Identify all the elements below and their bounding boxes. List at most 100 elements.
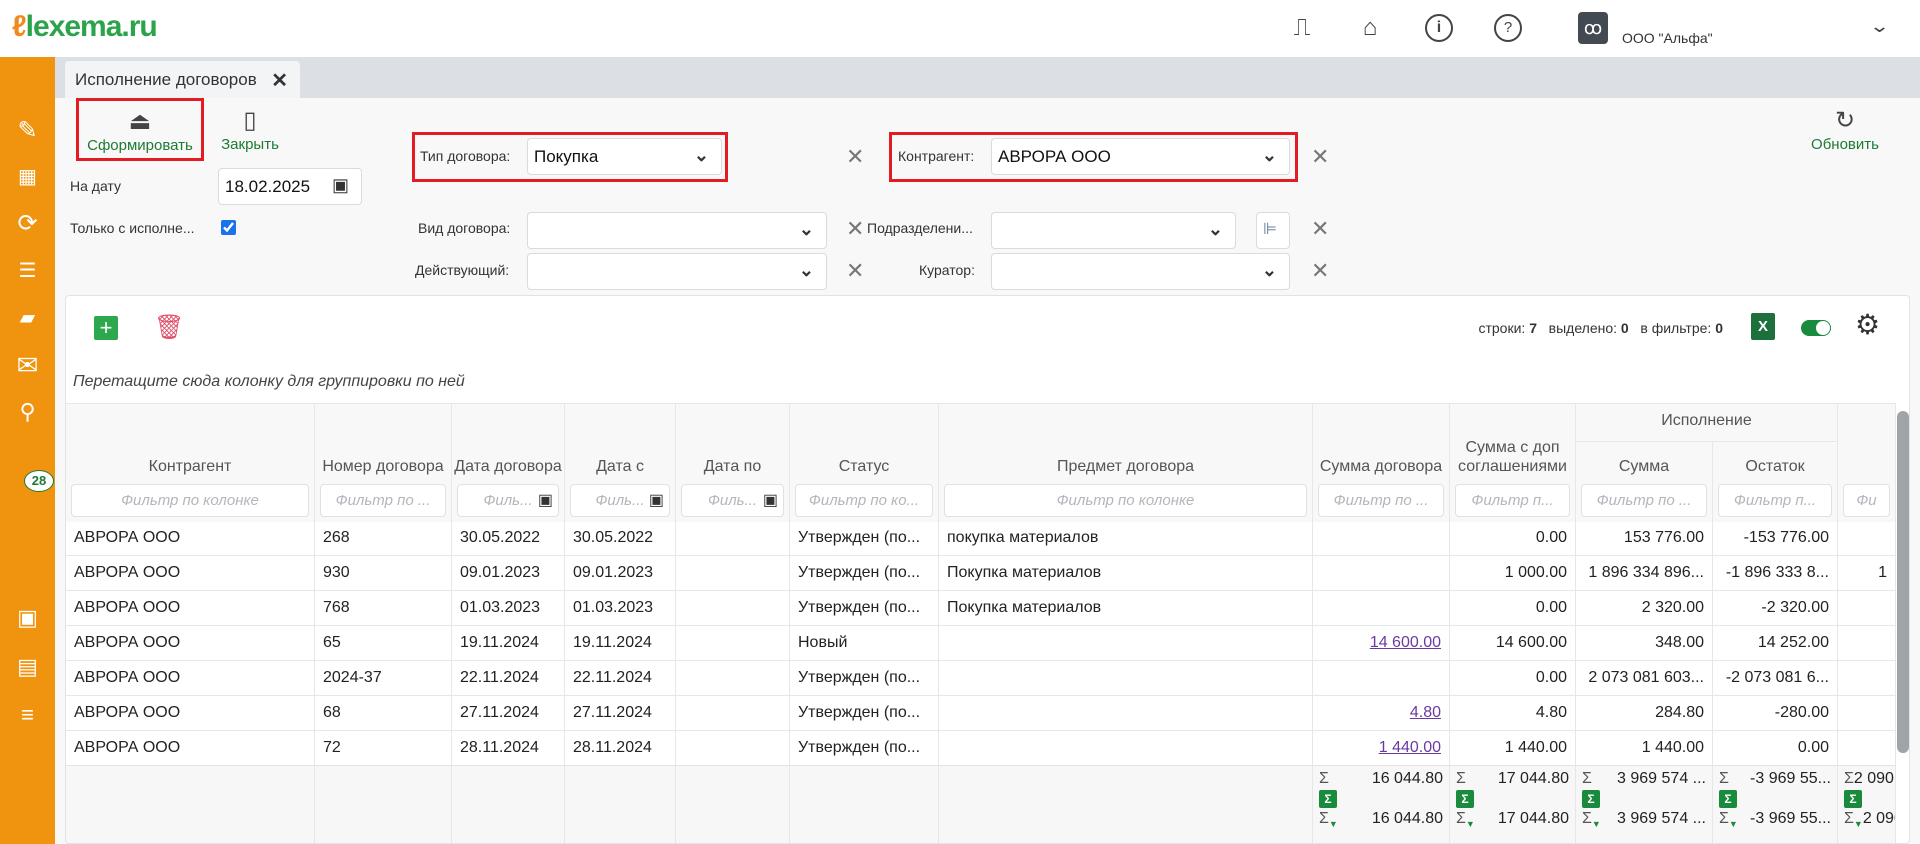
- chevron-down-icon[interactable]: ⌄: [1868, 16, 1891, 36]
- table-cell: АВРОРА ООО: [66, 731, 315, 766]
- clear-curator-icon[interactable]: ✕: [1311, 258, 1330, 283]
- qr-code-icon[interactable]: ▦: [18, 166, 37, 188]
- sigma-button-icon[interactable]: Σ: [1719, 790, 1737, 808]
- clear-contract-kind-icon[interactable]: ✕: [846, 216, 865, 241]
- folder-icon[interactable]: ▰: [19, 307, 36, 329]
- table-row[interactable]: АВРОРА ООО 65 19.11.2024 19.11.2024 Новый 14 …: [66, 626, 1896, 661]
- clear-contract-type-icon[interactable]: ✕: [846, 144, 865, 169]
- curator-select[interactable]: ⌄: [991, 253, 1290, 290]
- active-select[interactable]: ⌄: [527, 253, 827, 290]
- sync-icon[interactable]: ⟳: [17, 210, 38, 237]
- sum-toggle[interactable]: Σ: [1582, 790, 1706, 808]
- column-filter-input[interactable]: Фильтр по колонке: [944, 484, 1307, 517]
- company-name[interactable]: ООО "Альфа": [1622, 30, 1713, 46]
- logo[interactable]: ℓlexema.ru: [12, 10, 158, 43]
- sigma-button-icon[interactable]: Σ: [1844, 790, 1862, 808]
- on-date-input[interactable]: 18.02.2025 ▣: [218, 168, 362, 205]
- close-tab-icon[interactable]: ✕: [271, 70, 288, 92]
- calendar-icon[interactable]: ▣: [648, 492, 664, 509]
- table-row[interactable]: АВРОРА ООО 930 09.01.2023 09.01.2023 Утвержд…: [66, 556, 1896, 591]
- only-exec-checkbox[interactable]: [221, 220, 236, 235]
- home-icon[interactable]: ⌂: [1362, 14, 1378, 41]
- table-row[interactable]: АВРОРА ООО 2024-37 22.11.2024 22.11.2024 Утв…: [66, 661, 1896, 696]
- sigma-button-icon[interactable]: Σ: [1319, 790, 1337, 808]
- column-filter-input[interactable]: Филь... ▣: [457, 484, 559, 517]
- table-row[interactable]: АВРОРА ООО 768 01.03.2023 01.03.2023 Утвержд…: [66, 591, 1896, 626]
- column-header[interactable]: Контрагент Фильтр по колонке: [66, 404, 315, 522]
- excel-export-icon[interactable]: X: [1751, 313, 1775, 340]
- counterparty-highlight: [889, 132, 1298, 182]
- info-icon[interactable]: i: [1425, 14, 1453, 42]
- pencil-icon[interactable]: ✎: [17, 117, 38, 144]
- column-filter-input[interactable]: Фильтр по ...: [320, 484, 446, 517]
- calendar-icon[interactable]: ▣: [331, 175, 349, 195]
- sigma-icon: Σ: [1844, 770, 1854, 787]
- table-row[interactable]: АВРОРА ООО 68 27.11.2024 27.11.2024 Утвержде…: [66, 696, 1896, 731]
- column-filter-input[interactable]: Фильтр по колонке: [71, 484, 309, 517]
- calendar-icon[interactable]: ▣: [17, 605, 38, 630]
- table-row[interactable]: АВРОРА ООО 268 30.05.2022 30.05.2022 Утвержд…: [66, 521, 1896, 556]
- table-row[interactable]: АВРОРА ООО 72 28.11.2024 28.11.2024 Утвержде…: [66, 731, 1896, 766]
- column-header[interactable]: Дата с Филь... ▣: [565, 404, 676, 522]
- sigma-button-icon[interactable]: Σ: [1582, 790, 1600, 808]
- column-header[interactable]: Сумма договора Фильтр по ...: [1313, 404, 1450, 522]
- search-icon[interactable]: ⚲: [19, 399, 36, 424]
- column-header[interactable]: Номер договора Фильтр по ...: [315, 404, 452, 522]
- tab-contract-execution[interactable]: Исполнение договоров ✕: [65, 61, 300, 98]
- add-icon[interactable]: +: [94, 316, 118, 340]
- calendar-icon[interactable]: ▣: [537, 492, 553, 509]
- settings-gear-icon[interactable]: ⚙: [1855, 309, 1881, 340]
- calendar-icon[interactable]: ▣: [762, 492, 778, 509]
- counterparty-select[interactable]: АВРОРА ООО ⌄: [991, 138, 1290, 175]
- column-filter-input[interactable]: Филь... ▣: [681, 484, 784, 517]
- sum-toggle[interactable]: Σ: [1719, 790, 1831, 808]
- door-icon: ▯: [243, 107, 257, 134]
- column-filter-input[interactable]: Филь... ▣: [570, 484, 670, 517]
- generate-button[interactable]: ⏏ Сформировать: [76, 98, 204, 161]
- refresh-button[interactable]: ↻ Обновить: [1805, 106, 1885, 153]
- table-cell: Утвержден (по...: [790, 521, 939, 556]
- column-header[interactable]: Дата договора Филь... ▣: [452, 404, 565, 522]
- document-icon[interactable]: ⎍: [1293, 14, 1311, 41]
- mail-icon[interactable]: ✉: [16, 350, 39, 380]
- column-header[interactable]: Фи: [1838, 404, 1896, 522]
- sum-toggle[interactable]: Σ: [1456, 790, 1569, 808]
- clear-division-icon[interactable]: ✕: [1311, 216, 1330, 241]
- column-header[interactable]: Сумма Фильтр по ...: [1576, 442, 1713, 522]
- contract-sum-link[interactable]: 4.80: [1409, 704, 1441, 721]
- contract-kind-select[interactable]: ⌄: [527, 212, 827, 249]
- clear-counterparty-icon[interactable]: ✕: [1311, 144, 1330, 169]
- clear-active-icon[interactable]: ✕: [846, 258, 865, 283]
- column-header[interactable]: Предмет договора Фильтр по колонке: [939, 404, 1313, 522]
- column-header-label: Предмет договора: [1056, 458, 1195, 475]
- sigma-button-icon[interactable]: Σ: [1456, 790, 1474, 808]
- column-header[interactable]: Статус Фильтр по ко...: [790, 404, 939, 522]
- vertical-scrollbar[interactable]: [1897, 411, 1909, 753]
- table-cell: [1313, 591, 1450, 626]
- contract-sum-link[interactable]: 1 440.00: [1378, 739, 1441, 756]
- checklist-icon[interactable]: ≡: [21, 702, 34, 727]
- column-filter-input[interactable]: Фильтр по ...: [1581, 484, 1707, 517]
- column-header[interactable]: Сумма с доп соглашениями Фильтр п...: [1450, 404, 1576, 522]
- column-filter-input[interactable]: Фи: [1843, 484, 1890, 517]
- column-filter-input[interactable]: Фильтр п...: [1718, 484, 1832, 517]
- division-tree-button[interactable]: ⊫: [1256, 212, 1290, 249]
- delete-icon[interactable]: 🗑: [154, 314, 185, 341]
- avatar[interactable]: ꝏ: [1578, 12, 1608, 44]
- contract-type-select[interactable]: Покупка ⌄: [527, 138, 722, 175]
- column-header[interactable]: Остаток Фильтр п...: [1713, 442, 1838, 522]
- column-filter-input[interactable]: Фильтр п...: [1455, 484, 1570, 517]
- column-filter-input[interactable]: Фильтр по ко...: [795, 484, 933, 517]
- sum-toggle[interactable]: Σ: [1844, 790, 1889, 808]
- import-list-icon[interactable]: ☰: [18, 260, 37, 282]
- column-filter-input[interactable]: Фильтр по ...: [1318, 484, 1444, 517]
- column-header[interactable]: Дата по Филь... ▣: [676, 404, 790, 522]
- division-select[interactable]: ⌄: [991, 212, 1236, 249]
- contract-sum-link[interactable]: 14 600.00: [1369, 634, 1441, 651]
- sum-toggle[interactable]: Σ: [1319, 790, 1443, 808]
- close-button[interactable]: ▯ Закрыть: [215, 106, 285, 153]
- help-icon[interactable]: ?: [1494, 14, 1522, 42]
- toggle-switch[interactable]: [1801, 320, 1831, 336]
- schedule-table-icon[interactable]: ▤: [17, 654, 38, 679]
- table-cell: 0.00: [1450, 521, 1576, 556]
